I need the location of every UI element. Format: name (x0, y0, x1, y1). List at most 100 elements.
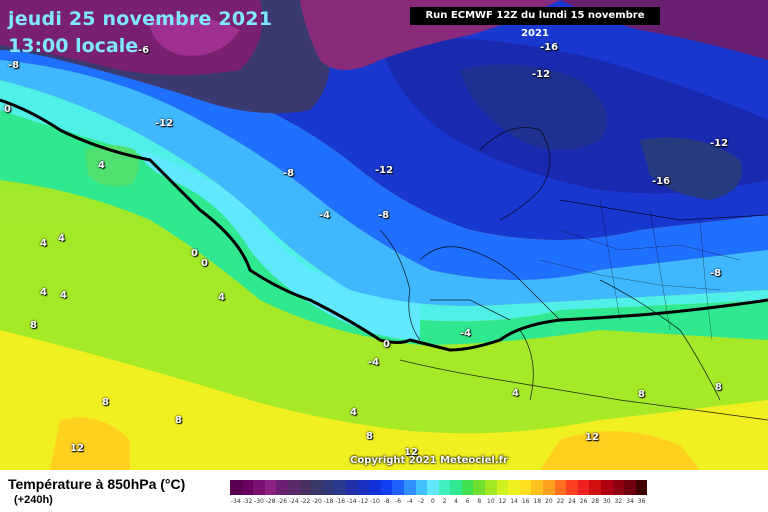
isotherm-label: 8 (715, 382, 722, 393)
scale-label: 16 (521, 498, 530, 505)
scale-label: -10 (370, 498, 380, 505)
isotherm-label: 8 (175, 415, 182, 426)
scale-label: 12 (498, 498, 507, 505)
scale-swatch (287, 480, 300, 495)
scale-swatch (403, 480, 416, 495)
scale-label: -2 (418, 498, 425, 505)
scale-label: -30 (254, 498, 264, 505)
scale-swatch (380, 480, 393, 495)
isotherm-label: 4 (350, 407, 357, 418)
scale-swatch (415, 480, 428, 495)
scale-label: -14 (346, 498, 357, 505)
scale-label: 0 (430, 498, 435, 505)
isotherm-label: 8 (102, 397, 109, 408)
scale-swatch (427, 480, 439, 495)
isotherm-label: -4 (460, 328, 472, 339)
scale-label: 28 (591, 498, 600, 505)
isotherm-label: -4 (319, 210, 331, 221)
isotherm-label: -6 (138, 45, 150, 56)
scale-swatch (589, 480, 601, 495)
scale-label: 32 (614, 498, 623, 505)
scale-swatch (519, 480, 532, 495)
isotherm-label: -4 (368, 357, 380, 368)
scale-swatch (531, 480, 544, 495)
isotherm-label: -8 (710, 268, 722, 279)
isotherm-label: 0 (191, 248, 198, 259)
isotherm-label: -8 (8, 60, 20, 71)
scale-label: 20 (545, 498, 553, 505)
scale-swatch (357, 480, 370, 495)
run-banner: Run ECMWF 12Z du lundi 15 novembre 2021 (410, 7, 660, 39)
scale-label: -12 (358, 498, 369, 505)
isotherm-label: 12 (585, 432, 599, 443)
scale-label: -28 (265, 498, 276, 505)
scale-swatch (345, 480, 358, 495)
scale-swatch (473, 480, 486, 495)
scale-swatch (577, 480, 590, 495)
isotherm-label: -12 (155, 118, 174, 129)
isotherm-label: -16 (652, 176, 671, 187)
legend-footer: Température à 850hPa (°C) (+240h) -34 -32… (0, 470, 768, 512)
scale-swatch (438, 480, 451, 495)
scale-swatch (299, 480, 312, 495)
scale-swatch (264, 480, 277, 495)
scale-swatch (392, 480, 404, 495)
isotherm-label: 4 (40, 238, 47, 249)
scale-label: -32 (242, 498, 253, 505)
color-scale-labels: -34 -32 -30 -28 -26 -24 -22 -20 -18 -16 -14 -12 -10-… (230, 498, 647, 505)
scale-label: 14 (510, 498, 518, 505)
scale-label: 2 (442, 498, 447, 505)
scale-swatch (322, 480, 335, 495)
scale-swatch (635, 480, 648, 495)
scale-label: 34 (626, 498, 634, 505)
scale-swatch (369, 480, 381, 495)
isotherm-label: 4 (98, 160, 105, 171)
scale-swatch (543, 480, 555, 495)
scale-label: -8 (383, 498, 390, 505)
scale-swatch (485, 480, 497, 495)
scale-label: -22 (300, 498, 311, 505)
legend-subtitle: (+240h) (14, 494, 53, 506)
scale-label: -20 (312, 498, 322, 505)
isotherm-label: -12 (710, 138, 729, 149)
scale-swatch (624, 480, 636, 495)
copyright-text: Copyright 2021 Meteociel.fr (350, 455, 508, 466)
isotherm-label: 0 (201, 258, 208, 269)
scale-label: -4 (406, 498, 413, 505)
scale-label: -18 (323, 498, 334, 505)
scale-label: -16 (335, 498, 346, 505)
isotherm-label: 4 (58, 233, 65, 244)
forecast-date: jeudi 25 novembre 2021 (8, 8, 273, 30)
scale-swatch (566, 480, 578, 495)
isotherm-label: -12 (375, 165, 394, 176)
isotherm-label: 4 (512, 388, 519, 399)
isotherm-label: 8 (366, 431, 373, 442)
scale-swatch (276, 480, 288, 495)
temperature-map: -8 -6 0 -12 -16 -12 -12 -16 -8 -12 -4 -8… (0, 0, 768, 470)
scale-label: -34 (230, 498, 241, 505)
scale-label: 6 (465, 498, 470, 505)
scale-label: 26 (579, 498, 588, 505)
isotherm-label: 4 (218, 292, 225, 303)
isotherm-label: -16 (540, 42, 559, 53)
map-canvas (0, 0, 768, 470)
isotherm-label: 4 (60, 290, 67, 301)
isotherm-label: -8 (378, 210, 390, 221)
scale-swatch (253, 480, 265, 495)
scale-swatch (601, 480, 613, 495)
scale-swatch (461, 480, 474, 495)
color-scale (230, 480, 648, 495)
legend-title: Température à 850hPa (°C) (8, 476, 186, 492)
scale-label: 22 (556, 498, 565, 505)
isotherm-label: -8 (283, 168, 295, 179)
isotherm-label: 8 (30, 320, 37, 331)
isotherm-label: 12 (70, 443, 84, 454)
scale-swatch (334, 480, 346, 495)
scale-swatch (311, 480, 323, 495)
scale-label: 4 (454, 498, 458, 505)
scale-swatch (241, 480, 254, 495)
scale-label: -24 (288, 498, 299, 505)
scale-swatch (612, 480, 625, 495)
scale-label: 24 (568, 498, 576, 505)
scale-swatch (496, 480, 509, 495)
